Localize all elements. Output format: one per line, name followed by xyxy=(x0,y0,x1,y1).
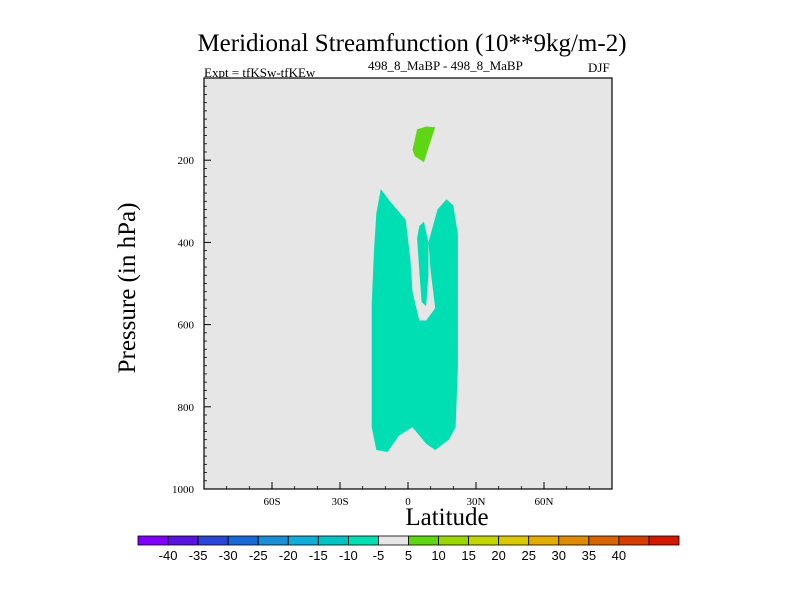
colorbar-label: -20 xyxy=(279,548,298,563)
colorbar-label: 35 xyxy=(582,548,596,563)
colorbar-swatch xyxy=(468,535,500,546)
colorbar-label: -15 xyxy=(309,548,328,563)
colorbar-swatch xyxy=(498,535,530,546)
colorbar-label: 10 xyxy=(431,548,445,563)
colorbar-label: 25 xyxy=(521,548,535,563)
colorbar-label: 40 xyxy=(612,548,626,563)
experiment-label: Expt = tfKSw-tfKEw xyxy=(204,65,316,80)
colorbar-swatch xyxy=(317,535,349,546)
y-tick-label: 400 xyxy=(178,237,195,249)
colorbar-swatch xyxy=(408,535,439,546)
x-axis-label: Latitude xyxy=(405,504,489,531)
colorbar-swatch xyxy=(167,535,199,546)
colorbar-label: -25 xyxy=(249,548,268,563)
colorbar-swatch xyxy=(347,535,379,546)
colorbar: -40 -35 -30 -25 -20 -15 -10 -5 5 10 15 20 25 30 35 40 xyxy=(137,535,680,563)
colorbar-swatch xyxy=(588,535,620,546)
colorbar-swatch xyxy=(287,535,319,546)
chart-title: Meridional Streamfunction (10**9kg/m-2) xyxy=(197,30,627,57)
x-tick-label: 30N xyxy=(467,496,486,508)
colorbar-swatch xyxy=(137,535,169,546)
colorbar-label: -5 xyxy=(373,548,385,563)
colorbar-label: -35 xyxy=(189,548,208,563)
colorbar-swatch xyxy=(438,535,470,546)
colorbar-label: 5 xyxy=(405,548,412,563)
x-tick-label: 60S xyxy=(263,496,280,508)
colorbar-label: -10 xyxy=(339,548,358,563)
x-tick-label: 30S xyxy=(331,496,348,508)
positive-cell-region xyxy=(412,126,436,163)
colorbar-swatch xyxy=(648,535,680,546)
y-tick-label: 800 xyxy=(178,402,195,414)
x-tick-label: 60N xyxy=(535,496,554,508)
colorbar-swatch xyxy=(257,535,289,546)
colorbar-swatch xyxy=(618,535,650,546)
colorbar-swatch xyxy=(558,535,590,546)
season-label: DJF xyxy=(588,60,610,75)
y-tick-label: 600 xyxy=(178,320,195,332)
contour-regions xyxy=(371,126,458,452)
axis-ticks: 200 400 600 800 1000 60S 30S 0 30N 60N xyxy=(172,85,590,508)
x-tick-label: 0 xyxy=(405,496,411,508)
colorbar-swatch xyxy=(378,535,409,546)
colorbar-label: 30 xyxy=(552,548,566,563)
negative-cell-region xyxy=(371,189,458,452)
colorbar-swatch xyxy=(528,535,560,546)
colorbar-label: -40 xyxy=(159,548,178,563)
y-tick-label: 1000 xyxy=(172,484,195,496)
colorbar-swatch xyxy=(227,535,259,546)
colorbar-label: -30 xyxy=(219,548,238,563)
y-tick-label: 200 xyxy=(178,155,195,167)
case-label: 498_8_MaBP - 498_8_MaBP xyxy=(368,58,523,73)
colorbar-label: 20 xyxy=(491,548,505,563)
colorbar-label: 15 xyxy=(461,548,475,563)
colorbar-swatch xyxy=(197,535,229,546)
